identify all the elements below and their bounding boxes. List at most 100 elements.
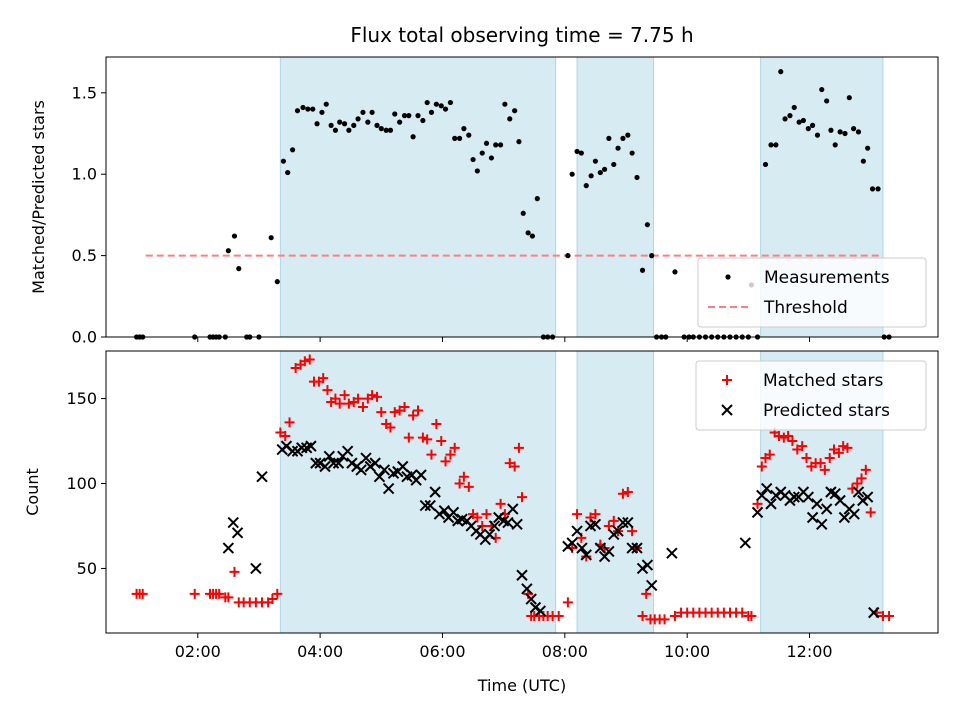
matched-star-point [801, 453, 812, 464]
measurement-point [433, 101, 439, 107]
observing-interval-1 [279, 56, 557, 338]
matched-star-point [229, 566, 240, 577]
y-tick-label: 1.5 [72, 83, 97, 102]
count-marks [131, 354, 895, 625]
matched-star-point [481, 509, 492, 520]
measurement-point [578, 150, 584, 156]
predicted-star-point [645, 579, 658, 592]
predicted-star-point [529, 601, 542, 614]
matched-star-point [322, 385, 333, 396]
predicted-star-point [788, 491, 800, 503]
predicted-star-point [222, 542, 235, 554]
measurement-point [406, 113, 412, 119]
measurement-point [800, 117, 807, 124]
matched-star-point [426, 449, 437, 460]
predicted-star-point [231, 527, 244, 539]
measurement-point [332, 127, 339, 133]
predicted-star-point [838, 511, 851, 524]
matched-star-point [852, 478, 863, 489]
chart-title: Flux total observing time = 7.75 h [350, 23, 693, 47]
matched-star-point [463, 481, 474, 492]
ratio-panel: 0.0 0.5 1.0 1.5 Flux total observing time =… [29, 23, 939, 347]
matched-star-point [403, 432, 414, 443]
count-y-axis-label: Count [23, 468, 42, 516]
predicted-star-point [816, 518, 828, 530]
predicted-star-point [355, 464, 367, 476]
predicted-star-point [516, 569, 528, 581]
measurement-point [323, 101, 329, 107]
x-tick-label: 06:00 [419, 642, 465, 661]
matched-star-point [318, 373, 329, 384]
matched-star-point [343, 398, 354, 409]
measurement-point [328, 122, 334, 128]
matched-star-point [590, 509, 601, 520]
predicted-star-point [576, 542, 588, 554]
measurement-point [875, 186, 881, 192]
measurement-point [791, 104, 797, 111]
matched-star-point [223, 592, 234, 603]
measurement-point [574, 148, 580, 155]
matched-star-point [284, 417, 295, 428]
measurement-point [837, 129, 843, 135]
predicted-star-point [811, 498, 823, 510]
matched-star-point [884, 611, 895, 622]
matched-star-point [833, 447, 844, 458]
matched-star-point [357, 402, 368, 413]
measurement-point [805, 126, 811, 132]
matched-star-point [860, 464, 871, 475]
predicted-star-point [603, 545, 615, 558]
predicted-star-point [438, 504, 451, 517]
predicted-star-point [373, 471, 386, 483]
predicted-star-point [296, 442, 308, 454]
measurement-point [479, 150, 485, 156]
measurement-point [428, 109, 435, 115]
measurement-point [850, 126, 857, 132]
measurement-point [351, 122, 357, 128]
legend-label-threshold: Threshold [763, 298, 848, 318]
measurement-point [447, 99, 454, 106]
matched-star-point [495, 498, 506, 509]
predicted-star-point [820, 503, 833, 515]
matched-star-point [637, 611, 648, 622]
measurement-point [819, 86, 825, 93]
measurement-point [762, 161, 769, 168]
predicted-star-point [314, 457, 326, 469]
y-tick-label: 0.0 [72, 328, 97, 347]
predicted-star-point [378, 464, 391, 476]
measurement-point [778, 69, 784, 75]
measurement-point [236, 266, 242, 272]
matched-star-point [787, 436, 798, 447]
measurement-point [768, 142, 774, 148]
measurement-point [438, 103, 444, 109]
measurement-point [378, 126, 384, 132]
predicted-star-point [631, 542, 643, 554]
predicted-star-point [857, 494, 869, 507]
predicted-star-point [256, 471, 268, 483]
matched-star-point [422, 434, 433, 445]
ratio-y-axis: 0.0 0.5 1.0 1.5 [72, 83, 106, 347]
matched-star-point [737, 607, 748, 618]
legend-marker-measurements [725, 274, 731, 280]
measurement-point [346, 127, 352, 133]
legend-label-matched: Matched stars [763, 371, 883, 391]
matched-star-point [824, 453, 835, 464]
measurement-point [387, 127, 394, 133]
predicted-star-point [382, 482, 395, 495]
predicted-star-point [641, 559, 654, 571]
measurement-point [516, 139, 522, 145]
measurement-point [814, 132, 821, 138]
matched-star-point [376, 407, 387, 418]
predicted-star-point [369, 457, 381, 469]
observing-interval-2 [576, 350, 655, 634]
matched-star-point [353, 393, 364, 404]
measurement-point [569, 171, 575, 177]
measurement-point [869, 186, 876, 192]
matched-star-point [372, 391, 383, 402]
measurement-point [319, 109, 325, 115]
predicted-star-point [511, 518, 523, 530]
measurement-point [470, 156, 476, 163]
predicted-star-point [360, 452, 372, 464]
predicted-star-point [341, 445, 354, 457]
predicted-star-point [310, 457, 322, 469]
